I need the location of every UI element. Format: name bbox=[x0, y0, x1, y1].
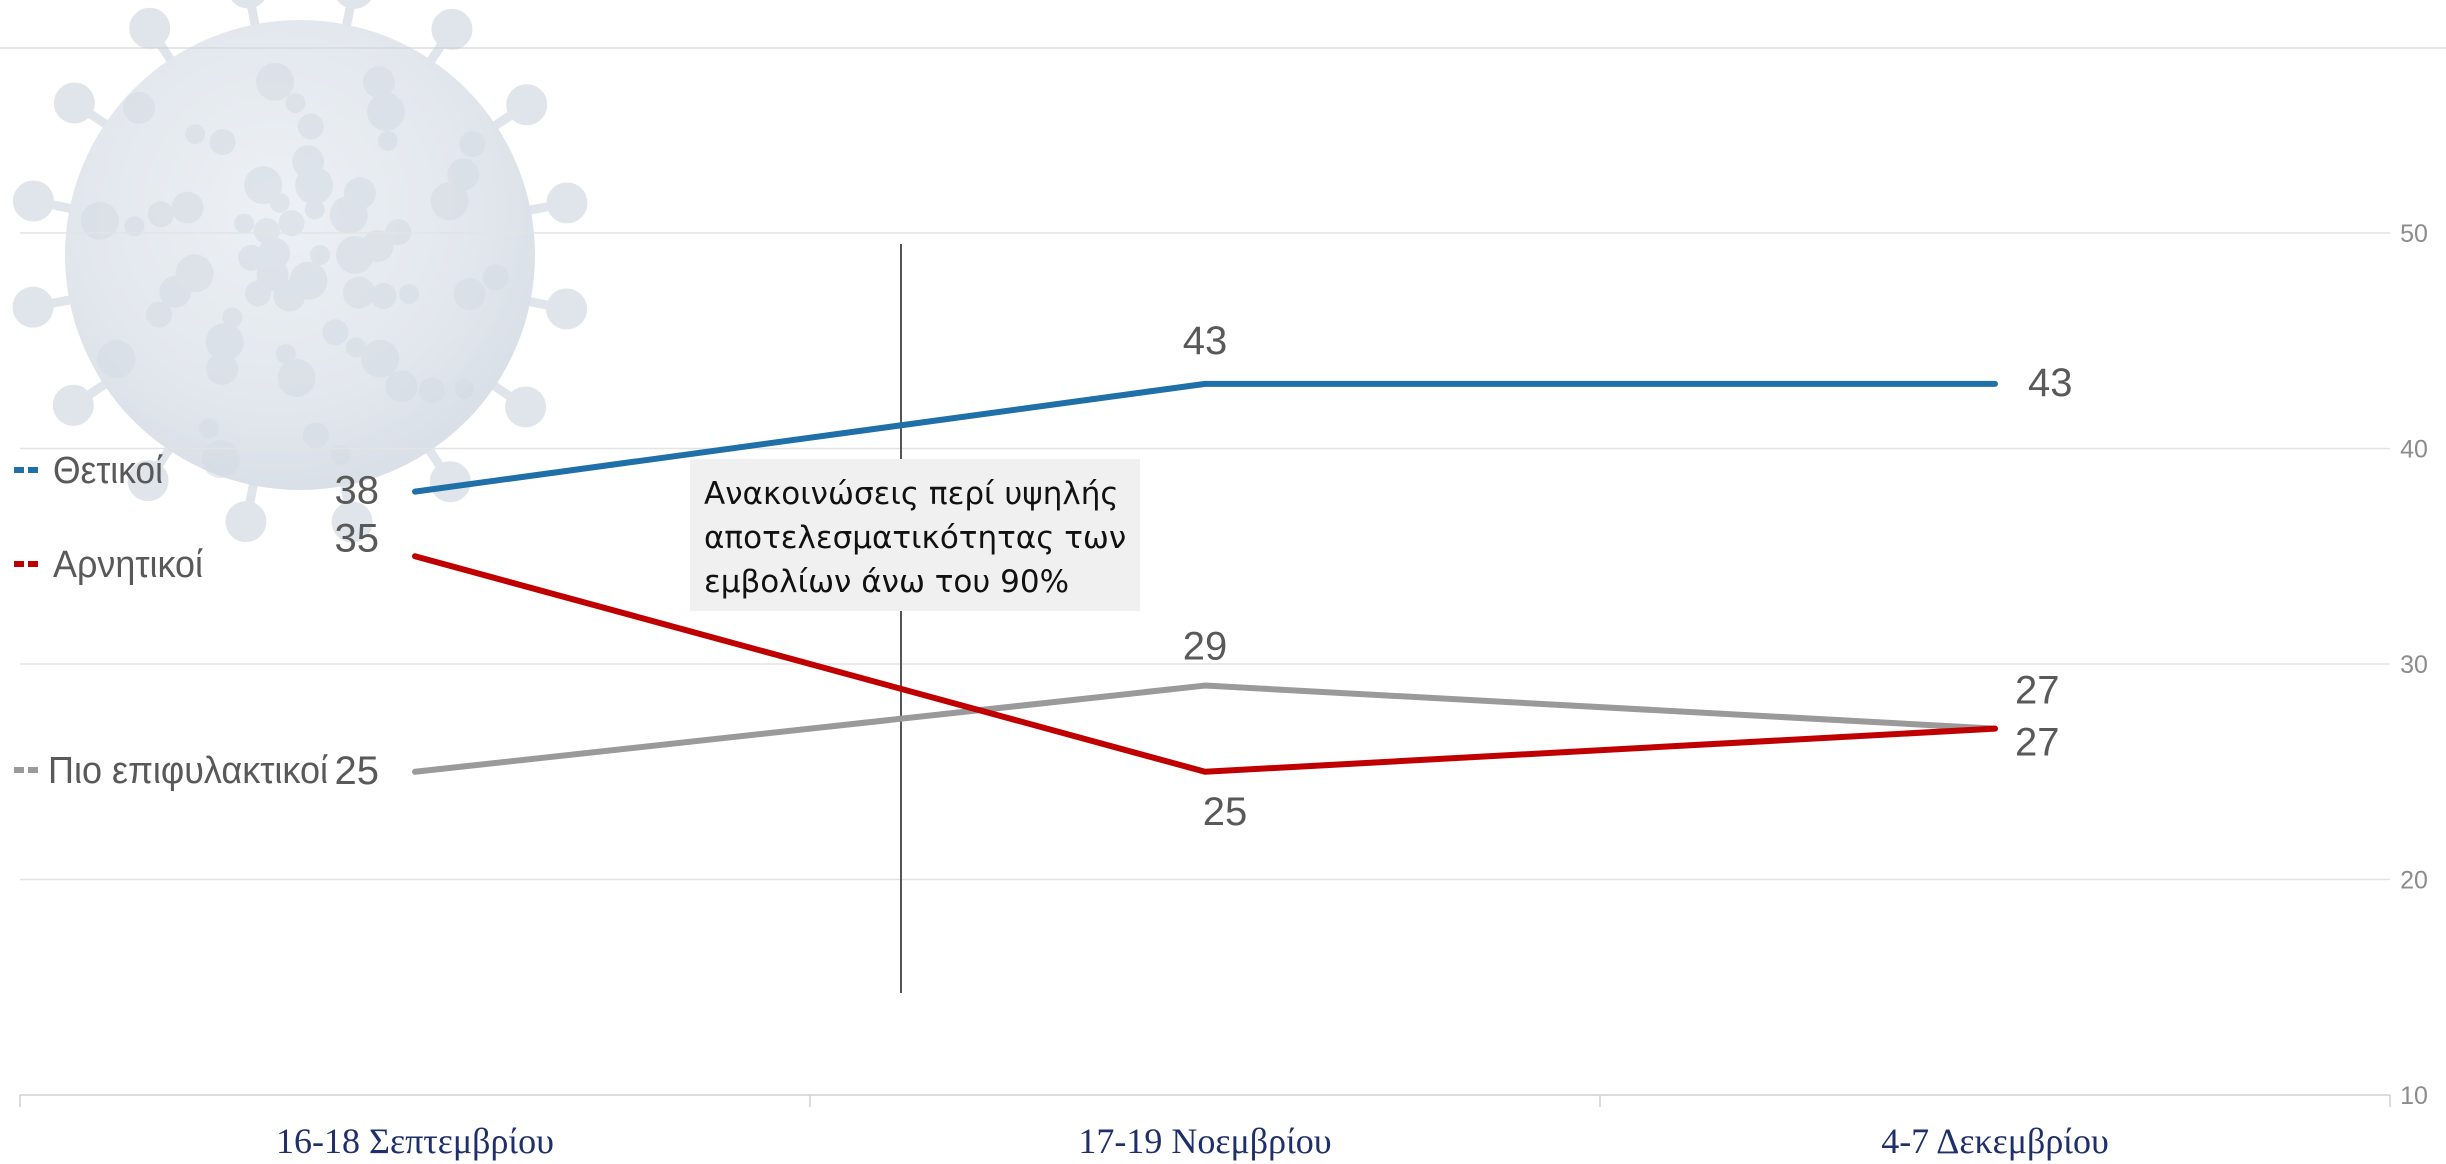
y-tick-label: 50 bbox=[2400, 220, 2428, 248]
y-tick-label: 10 bbox=[2400, 1082, 2428, 1110]
legend: Θετικοί Αρνητικοί Πιο επιφυλακτικοί bbox=[14, 450, 329, 792]
coronavirus-illustration bbox=[12, 0, 588, 543]
annotation-line-1: Ανακοινώσεις περί υψηλής bbox=[704, 476, 1119, 512]
data-label: 25 bbox=[335, 749, 380, 793]
y-axis-ticks: 10 20 30 40 50 bbox=[2400, 220, 2428, 1110]
data-label: 29 bbox=[1183, 625, 1228, 669]
x-tick-label: 4-7 Δεκεμβρίου bbox=[1881, 1121, 2109, 1161]
data-label: 27 bbox=[2015, 721, 2060, 765]
annotation-line-3: εμβολίων άνω του 90% bbox=[704, 564, 1069, 600]
series-line-2 bbox=[412, 553, 1998, 775]
x-tick-label: 16-18 Σεπτεμβρίου bbox=[276, 1121, 554, 1161]
gridlines bbox=[20, 232, 2390, 881]
legend-label: Θετικοί bbox=[53, 450, 164, 492]
series-lines bbox=[412, 380, 1998, 775]
data-label: 38 bbox=[335, 469, 380, 513]
data-label: 43 bbox=[1183, 319, 1228, 363]
annotation-line-2: αποτελεσματικότητας των bbox=[704, 520, 1126, 556]
data-label: 27 bbox=[2015, 669, 2060, 713]
x-tick-label: 17-19 Νοεμβρίου bbox=[1078, 1121, 1331, 1161]
data-label: 35 bbox=[335, 516, 380, 560]
data-label: 43 bbox=[2028, 361, 2073, 405]
series-line-1 bbox=[412, 380, 1998, 495]
annotation-box bbox=[690, 459, 1140, 611]
data-label: 25 bbox=[1203, 790, 1248, 834]
legend-label: Πιο επιφυλακτικοί bbox=[48, 750, 329, 792]
data-labels: 38 43 43 35 25 27 25 29 27 bbox=[335, 319, 2073, 834]
y-tick-label: 20 bbox=[2400, 867, 2428, 895]
y-tick-label: 40 bbox=[2400, 436, 2428, 464]
legend-label: Αρνητικοί bbox=[53, 544, 204, 586]
x-axis: 16-18 Σεπτεμβρίου 17-19 Νοεμβρίου 4-7 Δεκε… bbox=[19, 1094, 2391, 1161]
series-line-3 bbox=[412, 682, 1998, 775]
y-tick-label: 30 bbox=[2400, 651, 2428, 679]
